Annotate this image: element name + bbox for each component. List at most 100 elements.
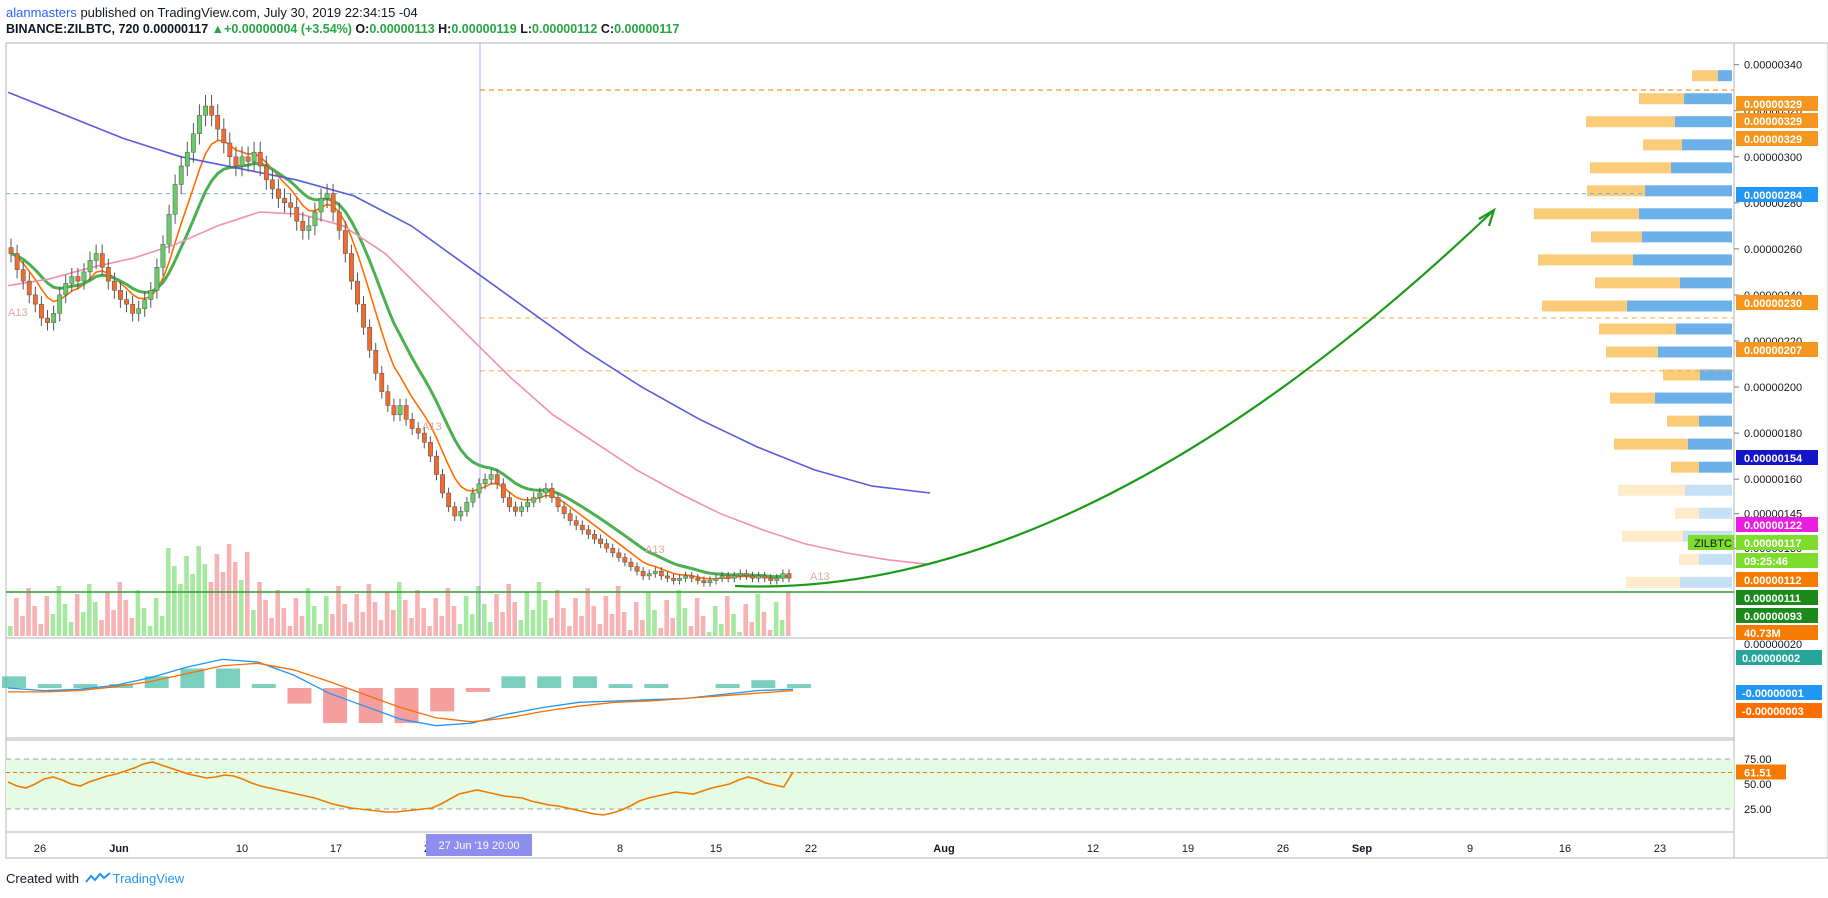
candle-body [300, 221, 306, 231]
profile-bar-blue [1684, 93, 1732, 105]
ema-fast-line [10, 139, 790, 580]
candle-body [525, 501, 531, 508]
candle-body [99, 253, 105, 268]
candle-body [184, 151, 190, 167]
candle-body [707, 580, 713, 584]
volume-bar [26, 588, 31, 636]
profile-bar-orange [1675, 507, 1699, 519]
volume-bar [141, 608, 147, 636]
profile-bar-blue [1685, 484, 1732, 496]
price-label-box [1736, 342, 1818, 357]
candle-body [45, 317, 50, 323]
rsi-label-box [1736, 764, 1786, 780]
volume-bar [469, 614, 475, 636]
volume-bar [682, 608, 688, 636]
volume-bar [463, 596, 469, 636]
candle-body [652, 571, 658, 574]
candle-body [665, 575, 670, 579]
published-text: published on TradingView.com, July 30, 2… [80, 5, 418, 20]
volume-bar [226, 544, 232, 636]
price-tick-label: 0.00000260 [1744, 244, 1802, 256]
candle-body [14, 253, 20, 270]
candle-body [579, 524, 585, 531]
candle-body [586, 529, 591, 535]
candle-body [683, 575, 689, 579]
profile-bar-orange [1618, 484, 1685, 496]
time-tick-label: 26 [1277, 843, 1289, 855]
price-label-box [1736, 96, 1818, 111]
volume-bar [293, 598, 299, 636]
profile-bar-blue [1718, 70, 1732, 82]
price-label-box [1736, 553, 1818, 568]
low-value: 0.00000112 [532, 22, 598, 36]
tradingview-brand[interactable]: TradingView [112, 871, 185, 886]
author-link[interactable]: alanmasters [6, 5, 77, 20]
candle-body [26, 280, 32, 296]
candle-body [440, 474, 445, 494]
volume-bar [38, 624, 43, 636]
volume-bar [390, 610, 396, 636]
volume-bar [318, 624, 323, 636]
volume-bar [567, 626, 572, 636]
candle-body [488, 474, 494, 480]
volume-bar [238, 580, 244, 636]
price-tick-label: 0.00000340 [1744, 60, 1802, 72]
candle-body [677, 577, 682, 581]
volume-bar [725, 596, 730, 636]
volume-bar [214, 554, 220, 636]
volume-bar [433, 598, 438, 636]
price-label-text: 0.00000122 [1744, 520, 1802, 532]
volume-bar [719, 624, 724, 636]
volume-bar [737, 632, 742, 636]
candle-body [780, 573, 786, 579]
profile-bar-orange [1692, 70, 1718, 82]
candle-body [318, 197, 324, 213]
candle-body [69, 276, 75, 284]
volume-bar [597, 624, 603, 636]
candle-body [701, 580, 707, 584]
time-tick-label: 15 [710, 843, 722, 855]
profile-bar-orange [1542, 300, 1627, 312]
symbol-label: BINANCE:ZILBTC, 720 [6, 22, 140, 36]
candle-body [428, 442, 433, 457]
candle-body [537, 492, 543, 498]
volume-bar [688, 626, 694, 636]
annotation-label: A13 [810, 571, 830, 583]
candle-body [470, 492, 476, 503]
candle-body [756, 575, 761, 579]
candle-body [513, 506, 518, 512]
candle-body [658, 571, 664, 577]
projection-arrowhead [1478, 207, 1496, 227]
candle-body [446, 492, 452, 508]
profile-bar-orange [1599, 323, 1676, 335]
candle-body [500, 483, 506, 498]
profile-bar-blue [1645, 185, 1732, 197]
price-label-box [1736, 450, 1818, 465]
rsi-label-text: 61.51 [1744, 767, 1772, 779]
volume-bar [585, 588, 590, 636]
candle-body [561, 506, 567, 514]
candle-body [245, 156, 251, 162]
candle-body [166, 214, 172, 245]
candle-body [197, 115, 202, 134]
volume-bar [257, 582, 262, 636]
candle-body [342, 230, 348, 254]
volume-bar [80, 612, 86, 636]
profile-bar-orange [1667, 415, 1699, 427]
price-tick-label: 0.00000160 [1744, 474, 1802, 486]
volume-bar [694, 598, 700, 636]
candle-body [257, 151, 263, 167]
candle-body [719, 575, 725, 579]
macd-histogram-bar [323, 688, 348, 724]
candle-body [415, 428, 421, 434]
candle-body [507, 497, 512, 508]
candle-body [452, 506, 458, 517]
volume-bar [512, 602, 517, 636]
volume-bar [397, 582, 402, 636]
close-label: C: [600, 22, 615, 36]
volume-bar [311, 606, 317, 636]
macd-histogram-bar [787, 684, 811, 688]
candle-body [118, 290, 123, 300]
candle-body [20, 269, 26, 282]
